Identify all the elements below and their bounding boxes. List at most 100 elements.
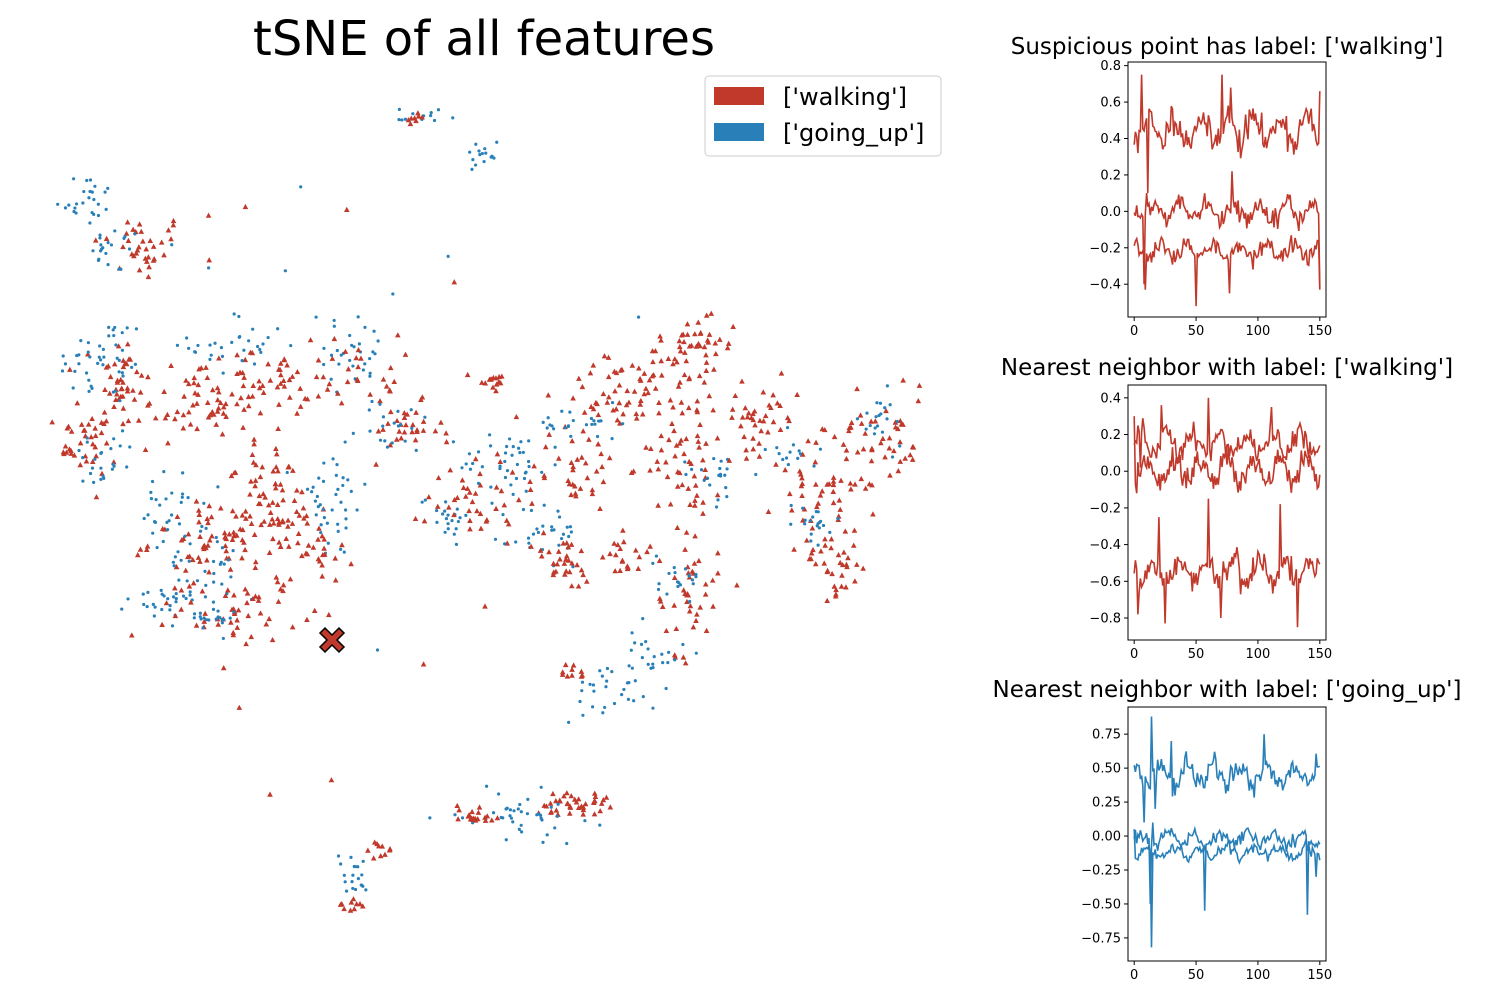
scatter-point-walking (90, 441, 96, 447)
scatter-point-walking (343, 206, 350, 212)
scatter-point-going-up (622, 687, 626, 692)
scatter-point-walking (128, 632, 135, 638)
scatter-point-walking (256, 492, 263, 499)
scatter-point-going-up (660, 652, 664, 656)
scatter-point-walking (324, 386, 331, 392)
scatter-point-walking (451, 496, 458, 503)
scatter-point-walking (845, 554, 851, 561)
scatter-point-going-up (185, 579, 189, 583)
scatter-point-going-up (117, 370, 121, 374)
scatter-point-walking (572, 490, 579, 496)
scatter-point-walking (897, 439, 903, 445)
scatter-point-going-up (319, 523, 323, 527)
scatter-point-going-up (216, 485, 220, 489)
scatter-point-going-up (523, 471, 527, 475)
scatter-point-walking (463, 493, 469, 499)
scatter-point-walking (276, 401, 282, 407)
scatter-point-going-up (505, 469, 510, 473)
scatter-point-walking (739, 414, 746, 420)
scatter-point-walking (872, 418, 879, 424)
scatter-point-walking (398, 435, 405, 441)
scatter-point-walking (600, 478, 607, 485)
scatter-point-walking (252, 564, 259, 571)
scatter-point-walking (467, 517, 473, 523)
scatter-point-going-up (467, 452, 472, 456)
scatter-point-walking (119, 385, 125, 391)
scatter-point-walking (701, 344, 708, 350)
scatter-point-walking (204, 557, 210, 563)
scatter-point-walking (805, 438, 811, 444)
scatter-point-walking (619, 366, 625, 372)
scatter-point-walking (206, 569, 212, 575)
scatter-point-walking (606, 394, 612, 400)
scatter-point-walking (646, 377, 653, 383)
scatter-point-going-up (503, 451, 508, 455)
scatter-point-walking (857, 412, 864, 418)
scatter-point-walking (411, 115, 418, 121)
scatter-point-going-up (712, 456, 716, 461)
scatter-point-going-up (436, 108, 441, 112)
scatter-point-walking (559, 669, 566, 675)
scatter-point-walking (750, 435, 756, 441)
scatter-point-walking (272, 485, 279, 491)
scatter-point-walking (677, 348, 684, 354)
scatter-point-walking (557, 556, 563, 562)
scatter-point-walking (201, 618, 208, 624)
scatter-point-going-up (276, 327, 280, 331)
scatter-point-going-up (444, 517, 449, 521)
scatter-point-going-up (232, 312, 236, 316)
scatter-point-going-up (796, 456, 800, 460)
scatter-point-going-up (373, 352, 377, 356)
scatter-point-going-up (557, 515, 562, 519)
scatter-point-going-up (555, 814, 559, 818)
y-tick-label: −0.8 (1089, 611, 1121, 626)
scatter-point-going-up (553, 445, 557, 449)
scatter-point-going-up (221, 371, 225, 375)
series-line-1 (1133, 74, 1321, 194)
scatter-point-walking (142, 255, 149, 261)
scatter-point-going-up (315, 494, 319, 499)
scatter-point-going-up (337, 362, 341, 366)
scatter-point-walking (451, 511, 457, 518)
scatter-point-walking (474, 508, 480, 514)
scatter-point-walking (326, 381, 333, 387)
scatter-point-walking (812, 459, 819, 465)
scatter-point-walking (564, 790, 570, 796)
scatter-point-walking (206, 257, 212, 263)
scatter-point-going-up (690, 578, 695, 582)
scatter-point-walking (92, 432, 99, 439)
scatter-point-going-up (591, 683, 596, 687)
scatter-point-going-up (134, 327, 139, 331)
scatter-point-going-up (192, 612, 197, 616)
scatter-point-going-up (109, 243, 114, 247)
scatter-point-walking (751, 408, 758, 414)
scatter-point-going-up (541, 420, 545, 424)
scatter-point-going-up (198, 611, 202, 615)
scatter-point-going-up (356, 865, 360, 869)
scatter-point-walking (274, 579, 281, 585)
scatter-point-going-up (630, 631, 634, 635)
scatter-point-going-up (626, 697, 631, 701)
scatter-point-walking (172, 585, 178, 591)
scatter-point-walking (477, 470, 483, 477)
scatter-point-walking (593, 468, 600, 474)
scatter-point-walking (706, 331, 713, 337)
scatter-point-going-up (540, 470, 544, 474)
scatter-point-walking (843, 455, 850, 462)
scatter-point-walking (705, 339, 712, 345)
scatter-point-going-up (491, 811, 496, 815)
scatter-point-going-up (125, 326, 129, 330)
scatter-point-walking (652, 348, 659, 354)
scatter-point-walking (714, 492, 721, 498)
scatter-point-walking (277, 380, 284, 386)
scatter-point-going-up (610, 400, 615, 405)
scatter-point-going-up (176, 550, 180, 554)
scatter-point-going-up (811, 515, 815, 519)
scatter-point-walking (304, 520, 311, 526)
scatter-point-walking (703, 359, 710, 365)
scatter-point-going-up (283, 269, 287, 273)
scatter-point-walking (686, 608, 693, 614)
scatter-point-walking (619, 557, 626, 563)
scatter-point-going-up (60, 369, 65, 373)
scatter-point-going-up (149, 490, 153, 495)
